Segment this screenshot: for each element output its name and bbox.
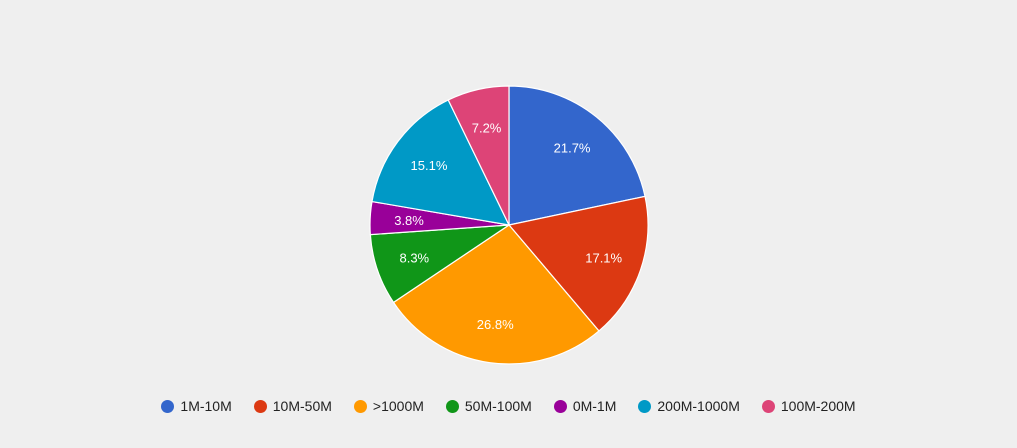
legend-swatch [638,399,652,413]
legend-swatch [445,399,459,413]
legend-label: 100M-200M [780,398,856,414]
slice-label-50M-100M: 8.3% [399,250,429,265]
legend-swatch [761,399,775,413]
pie-slices [369,85,649,365]
legend-item-10M-50M: 10M-50M [253,398,332,414]
slice-label-0M-1M: 3.8% [394,213,424,228]
legend-item->1000M: >1000M [353,398,424,414]
legend-item-100M-200M: 100M-200M [761,398,856,414]
legend-label: 200M-1000M [657,398,740,414]
legend-swatch [253,399,267,413]
legend-swatch [553,399,567,413]
pie-slice-1M-10M [508,85,646,226]
legend-item-1M-10M: 1M-10M [161,398,232,414]
pie-slice->1000M [392,224,600,365]
pie-slice-labels: 21.7% 17.1% 26.8% 8.3% 3.8% 15.1% 7.2% [394,120,622,332]
chart-legend: 1M-10M 10M-50M >1000M 50M-100M 0M-1M 200M-100… [0,398,1017,414]
pie-slice-100M-200M [447,85,510,226]
legend-swatch [353,399,367,413]
legend-label: 50M-100M [464,398,532,414]
slice-label-10M-50M: 17.1% [585,250,622,265]
slice-label-200M-1000M: 15.1% [411,158,448,173]
slice-label-100M-200M: 7.2% [472,120,502,135]
slice-label->1000M: 26.8% [477,317,514,332]
legend-item-0M-1M: 0M-1M [553,398,617,414]
legend-item-50M-100M: 50M-100M [445,398,532,414]
pie-slice-200M-1000M [371,99,511,226]
legend-label: >1000M [372,398,424,414]
slice-label-1M-10M: 21.7% [554,140,591,155]
legend-label: 1M-10M [180,398,232,414]
legend-item-200M-1000M: 200M-1000M [638,398,740,414]
pie-slice-10M-50M [507,195,649,332]
legend-label: 0M-1M [572,398,617,414]
legend-swatch [161,399,175,413]
legend-label: 10M-50M [272,398,332,414]
